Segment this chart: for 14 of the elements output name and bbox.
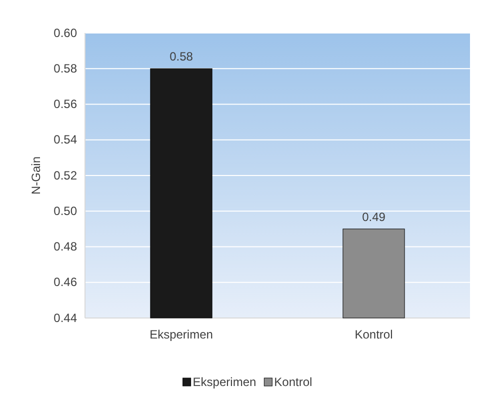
y-axis-title: N-Gain <box>29 156 43 195</box>
y-tick-label: 0.56 <box>54 97 78 112</box>
y-tick-label: 0.50 <box>54 204 78 218</box>
y-tick-label: 0.52 <box>54 168 78 182</box>
y-tick-label: 0.58 <box>54 61 78 76</box>
legend-label: Eksperimen <box>192 375 256 389</box>
y-tick-label: 0.46 <box>54 275 78 290</box>
y-tick-label: 0.48 <box>54 240 78 254</box>
legend-label: Kontrol <box>274 375 312 389</box>
data-label: 0.49 <box>362 210 386 224</box>
y-tick-label: 0.60 <box>54 26 78 40</box>
y-tick-label: 0.44 <box>54 310 78 325</box>
y-tick-label: 0.54 <box>54 132 78 147</box>
data-label: 0.58 <box>170 50 194 64</box>
